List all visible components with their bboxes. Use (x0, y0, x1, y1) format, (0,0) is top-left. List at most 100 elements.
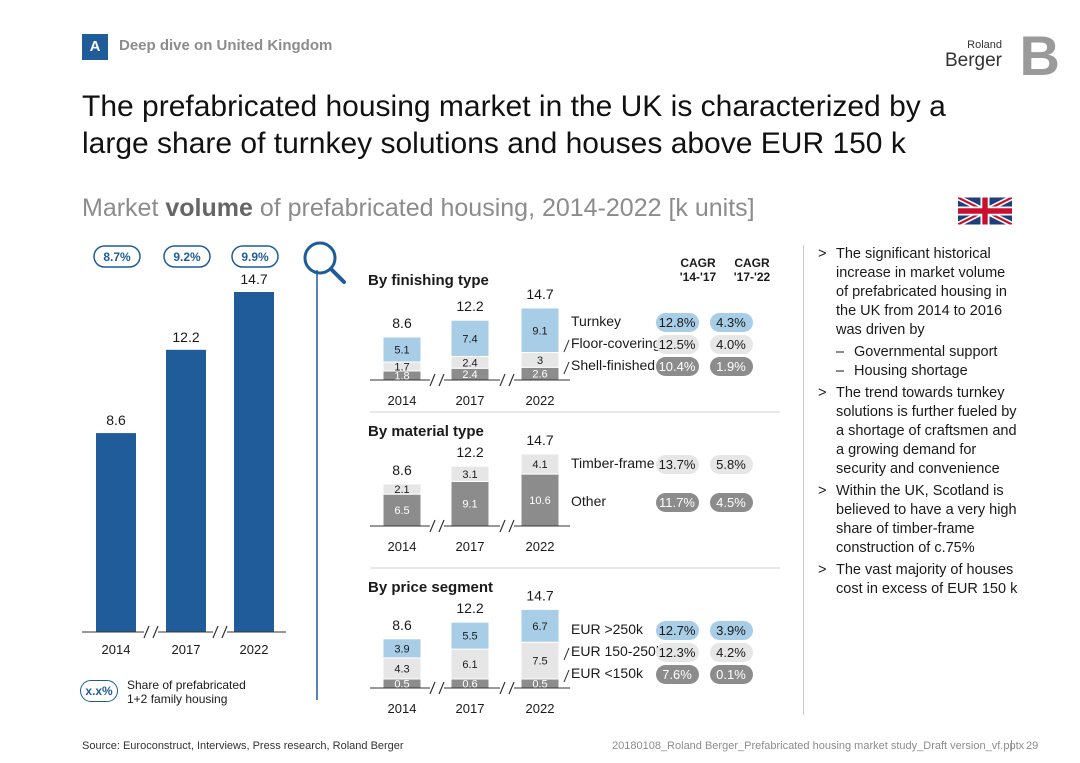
share-legend-line2: 1+2 family housing (127, 692, 228, 706)
by-price-segment-cagr-1-1: 4.2% (710, 643, 753, 662)
section-tag: A (82, 34, 108, 60)
by-finishing-type-cagr-2-1: 4.3% (710, 313, 753, 332)
by-price-segment-bar-2014-2 (382, 638, 422, 659)
bullet-3-text: Within the UK, Scotland is believed to h… (836, 483, 1017, 556)
by-price-segment-year-2014: 2014 (388, 701, 417, 716)
bullet-1-text: The significant historical increase in m… (836, 246, 1007, 338)
by-price-segment-total-2014: 8.6 (392, 617, 412, 633)
by-finishing-type-total-2022: 14.7 (526, 286, 553, 302)
cagr-header-17-22-line2: '17-'22 (733, 270, 771, 284)
by-material-type-label-2022-0: 10.6 (529, 495, 550, 507)
svg-text:3.9%: 3.9% (716, 623, 746, 638)
logo-bottom-text: Berger (944, 50, 1002, 71)
by-finishing-type-series-0: Shell-finished (571, 357, 655, 373)
by-price-segment-cagr-2-0: 12.7% (656, 621, 699, 640)
by-price-segment-year-2017: 2017 (456, 701, 485, 716)
by-material-type-break-1 (429, 518, 445, 534)
by-price-segment-year-2022: 2022 (526, 701, 555, 716)
logo-mark: B (1019, 24, 1060, 87)
by-finishing-type-year-2017: 2017 (456, 393, 485, 408)
by-price-segment-series-1: EUR 150-250k (571, 643, 664, 659)
by-price-segment-leader-1 (563, 647, 570, 661)
by-finishing-type-bar-2017-2 (450, 319, 490, 357)
total-value-2017: 12.2 (172, 329, 199, 345)
bullet-4-text: The vast majority of houses cost in exce… (836, 562, 1018, 597)
total-bar-2014 (96, 433, 136, 632)
by-material-type-break-2 (499, 518, 515, 534)
svg-text:4.5%: 4.5% (716, 495, 746, 510)
total-year-2017: 2017 (172, 642, 201, 657)
by-material-type-series-0: Other (571, 493, 606, 509)
by-price-segment-cagr-1-0: 12.3% (656, 643, 699, 662)
source-note: Source: Euroconstruct, Interviews, Press… (82, 740, 404, 752)
bullet-1: The significant historical increase in m… (818, 245, 1018, 340)
total-bar-2022 (234, 292, 274, 632)
svg-text:9.2%: 9.2% (173, 250, 201, 264)
by-price-segment-total-2017: 12.2 (456, 600, 483, 616)
by-price-segment-label-2014-1: 4.3 (394, 663, 409, 675)
share-legend-line1: Share of prefabricated (127, 678, 246, 692)
axis-break-1 (143, 624, 159, 640)
by-material-type-total-2014: 8.6 (392, 462, 412, 478)
svg-text:4.0%: 4.0% (716, 337, 746, 352)
by-price-segment-label-2017-2: 5.5 (462, 631, 477, 643)
bullet-2-text: The trend towards turnkey solutions is f… (836, 385, 1017, 477)
cagr-header-14-17: CAGR '14-'17 (676, 256, 720, 284)
by-material-type-series-1: Timber-frame (571, 455, 655, 471)
by-material-type-year-2022: 2022 (526, 539, 555, 554)
share-pill-2017: 9.2% (163, 245, 211, 268)
svg-text:12.7%: 12.7% (659, 623, 696, 638)
by-finishing-type-year-2014: 2014 (388, 393, 417, 408)
bullet-2: The trend towards turnkey solutions is f… (818, 384, 1018, 479)
share-pill-2014: 8.7% (93, 245, 141, 268)
by-finishing-type-cagr-0-0: 10.4% (656, 357, 699, 376)
by-finishing-type-leader-1 (563, 339, 570, 353)
page-title: The prefabricated housing market in the … (82, 90, 946, 160)
by-price-segment-label-2022-0: 0.5 (532, 679, 547, 691)
by-finishing-type-cagr-1-1: 4.0% (710, 335, 753, 354)
svg-text:9.9%: 9.9% (241, 250, 269, 264)
by-material-type-cagr-1-0: 13.7% (656, 455, 699, 474)
logo-top-text: Roland (967, 39, 1002, 51)
by-finishing-type-bar-2022-2 (520, 307, 560, 354)
by-price-segment-leader-0 (563, 669, 570, 683)
by-price-segment-cagr-0-1: 0.1% (710, 665, 753, 684)
svg-text:8.7%: 8.7% (103, 250, 131, 264)
svg-text:4.2%: 4.2% (716, 645, 746, 660)
svg-text:13.7%: 13.7% (659, 457, 696, 472)
by-finishing-type-cagr-0-1: 1.9% (710, 357, 753, 376)
cagr-header-14-17-line1: CAGR (680, 256, 716, 270)
by-price-segment-label-2014-0: 0.5 (394, 679, 409, 691)
by-material-type-cagr-0-0: 11.7% (656, 493, 699, 512)
by-finishing-type-break-1 (429, 372, 445, 388)
zoom-bracket (316, 270, 318, 700)
total-value-2014: 8.6 (106, 412, 126, 428)
chart-subtitle: Market volume of prefabricated housing, … (82, 194, 755, 223)
svg-text:5.8%: 5.8% (716, 457, 746, 472)
by-finishing-type-series-1: Floor-covering (571, 335, 660, 351)
by-material-type-total-2017: 12.2 (456, 444, 483, 460)
by-finishing-type-year-2022: 2022 (526, 393, 555, 408)
by-price-segment-label-2017-0: 0.6 (462, 679, 477, 691)
cagr-header-14-17-line2: '14-'17 (679, 270, 717, 284)
bullet-1-sub-2: Housing shortage (818, 362, 1018, 381)
by-material-type-bar-2017-0 (450, 480, 490, 527)
cagr-header-17-22-line1: CAGR (734, 256, 770, 270)
by-price-segment-series-0: EUR <150k (571, 665, 644, 681)
by-material-type-cagr-0-1: 4.5% (710, 493, 753, 512)
svg-text:0.1%: 0.1% (716, 667, 746, 682)
total-year-2022: 2022 (240, 642, 269, 657)
by-material-type-title: By material type (368, 423, 484, 440)
segment-charts: By finishing type1.81.75.18.620142.42.47… (368, 272, 780, 716)
by-material-type-label-2017-1: 3.1 (462, 469, 477, 481)
by-material-type-label-2022-1: 4.1 (532, 459, 547, 471)
section-label: Deep dive on United Kingdom (119, 37, 333, 54)
by-material-type-year-2017: 2017 (456, 539, 485, 554)
svg-text:12.5%: 12.5% (659, 337, 696, 352)
cagr-header-17-22: CAGR '17-'22 (730, 256, 774, 284)
roland-berger-logo: Roland Berger B (940, 28, 1060, 84)
bullet-3: Within the UK, Scotland is believed to h… (818, 482, 1018, 558)
by-finishing-type-label-2017-0: 2.4 (462, 369, 477, 381)
key-findings: The significant historical increase in m… (818, 245, 1018, 602)
by-price-segment-cagr-2-1: 3.9% (710, 621, 753, 640)
